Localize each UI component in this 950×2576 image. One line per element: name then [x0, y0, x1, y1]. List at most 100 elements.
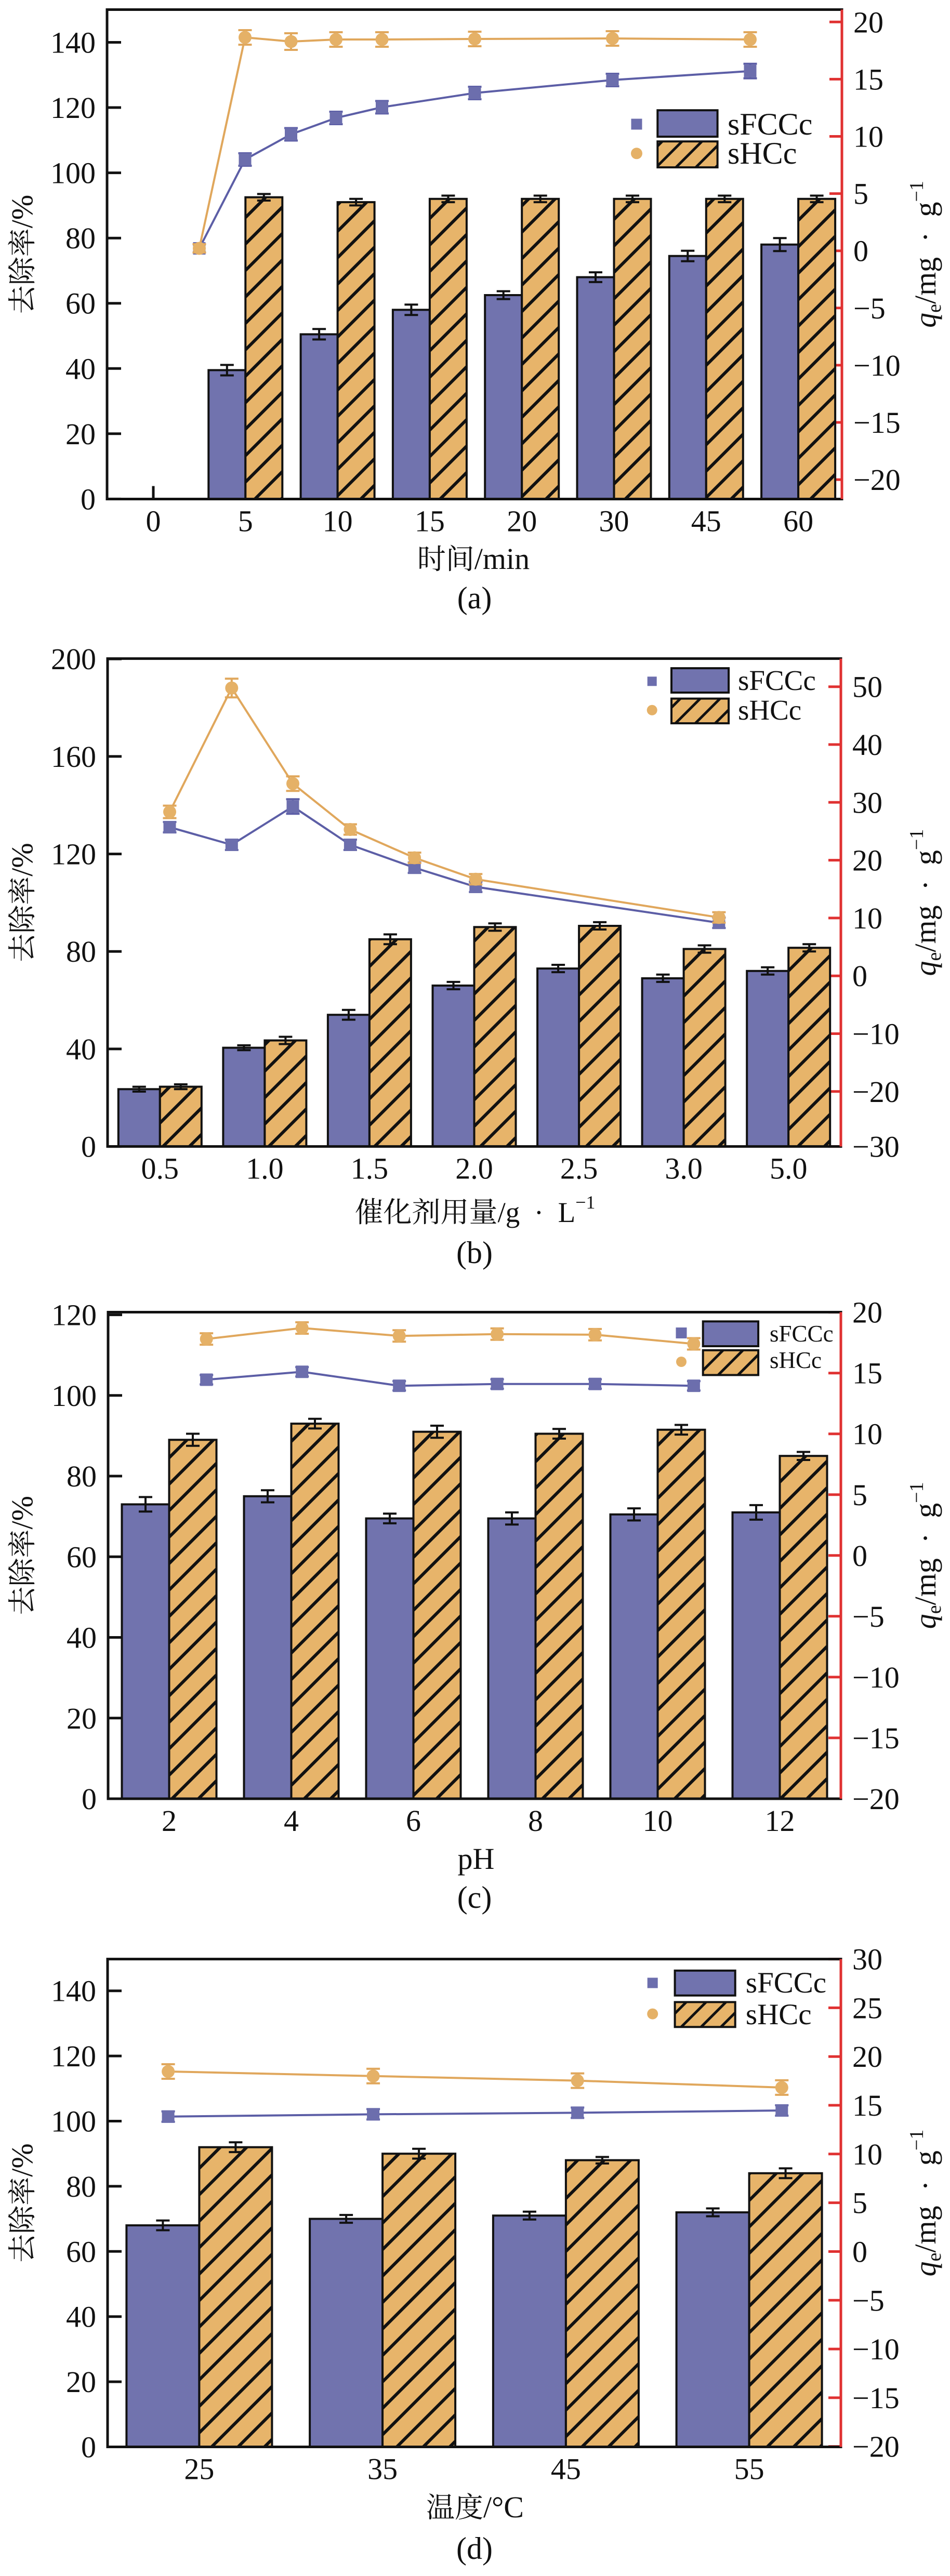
svg-text:5: 5: [852, 1478, 867, 1512]
svg-text:2: 2: [162, 1804, 177, 1838]
svg-text:0: 0: [81, 1130, 96, 1164]
svg-text:−15: −15: [852, 2381, 900, 2415]
svg-text:200: 200: [51, 642, 96, 676]
svg-text:20: 20: [66, 2365, 96, 2399]
svg-text:0: 0: [81, 482, 96, 516]
svg-text:0: 0: [852, 959, 867, 993]
svg-text:60: 60: [67, 1540, 97, 1574]
svg-text:/%: /%: [5, 843, 39, 876]
svg-text:140: 140: [50, 26, 96, 60]
svg-text:140: 140: [51, 1974, 96, 2008]
svg-text:−15: −15: [853, 406, 901, 440]
svg-text:−20: −20: [852, 1782, 900, 1816]
svg-text:−10: −10: [852, 2332, 900, 2366]
svg-text:80: 80: [66, 2170, 96, 2203]
svg-text:0: 0: [852, 1539, 867, 1573]
svg-text:15: 15: [852, 1357, 882, 1390]
svg-text:80: 80: [67, 1459, 97, 1493]
svg-text:120: 120: [51, 1298, 97, 1332]
svg-text:0.5: 0.5: [141, 1152, 179, 1186]
svg-text:/%: /%: [5, 195, 39, 228]
svg-text:60: 60: [65, 287, 96, 321]
svg-text:−10: −10: [853, 349, 901, 382]
svg-text:100: 100: [51, 2105, 96, 2139]
svg-text:5: 5: [852, 2186, 867, 2220]
svg-text:/°C: /°C: [483, 2490, 524, 2524]
svg-text:sHCc: sHCc: [746, 1998, 812, 2031]
svg-text:80: 80: [65, 221, 96, 255]
svg-text:qe/mg · g−1: qe/mg · g−1: [906, 829, 945, 976]
svg-text:0: 0: [852, 2235, 867, 2269]
svg-text:−10: −10: [852, 1017, 900, 1051]
svg-text:80: 80: [66, 935, 96, 968]
svg-text:(a): (a): [457, 581, 492, 615]
svg-text:−20: −20: [852, 1075, 900, 1109]
svg-text:(c): (c): [457, 1880, 492, 1915]
svg-text:10: 10: [852, 1417, 882, 1451]
svg-text:20: 20: [507, 504, 537, 538]
svg-text:1.5: 1.5: [351, 1152, 389, 1186]
svg-text:25: 25: [184, 2452, 214, 2486]
svg-text:−20: −20: [852, 2430, 900, 2464]
svg-text:100: 100: [50, 156, 96, 190]
svg-text:30: 30: [599, 504, 629, 538]
svg-text:40: 40: [66, 2300, 96, 2334]
svg-text:60: 60: [783, 504, 813, 538]
svg-text:45: 45: [691, 504, 721, 538]
svg-text:35: 35: [367, 2452, 398, 2486]
svg-text:0: 0: [146, 504, 161, 538]
svg-text:sFCCc: sFCCc: [728, 107, 812, 141]
svg-text:60: 60: [66, 2235, 96, 2268]
svg-text:qe/mg · g−1: qe/mg · g−1: [906, 2130, 945, 2277]
svg-text:5.0: 5.0: [770, 1152, 808, 1186]
svg-text:15: 15: [852, 2089, 882, 2122]
svg-text:10: 10: [852, 901, 882, 935]
svg-text:15: 15: [415, 504, 445, 538]
svg-text:30: 30: [852, 786, 882, 819]
svg-text:20: 20: [852, 2040, 882, 2074]
svg-text:12: 12: [765, 1804, 795, 1838]
svg-text:40: 40: [67, 1621, 97, 1655]
svg-text:10: 10: [643, 1804, 673, 1838]
svg-text:sFCCc: sFCCc: [746, 1967, 826, 1999]
svg-text:−20: −20: [853, 463, 901, 497]
svg-text:−5: −5: [852, 2283, 885, 2317]
svg-text:40: 40: [852, 728, 882, 762]
svg-text:120: 120: [50, 91, 96, 125]
svg-text:pH: pH: [458, 1842, 495, 1876]
svg-text:sHCc: sHCc: [728, 136, 797, 170]
svg-text:5: 5: [853, 177, 868, 211]
svg-text:10: 10: [852, 2137, 882, 2171]
svg-text:40: 40: [66, 1032, 96, 1066]
svg-text:100: 100: [51, 1379, 97, 1413]
svg-text:20: 20: [67, 1702, 97, 1735]
svg-text:sFCCc: sFCCc: [770, 1321, 834, 1347]
svg-text:−30: −30: [852, 1130, 900, 1164]
svg-text:120: 120: [51, 2039, 96, 2073]
svg-text:qe/mg · g−1: qe/mg · g−1: [906, 181, 945, 328]
svg-text:qe/mg · g−1: qe/mg · g−1: [906, 1482, 945, 1629]
svg-text:0: 0: [81, 2431, 96, 2464]
svg-text:5: 5: [238, 504, 253, 538]
svg-text:8: 8: [528, 1804, 543, 1838]
svg-text:−10: −10: [852, 1661, 900, 1694]
svg-text:0: 0: [82, 1782, 97, 1816]
svg-text:(b): (b): [456, 1236, 493, 1270]
svg-text:/%: /%: [5, 1496, 39, 1529]
svg-text:45: 45: [551, 2452, 581, 2486]
svg-text:−5: −5: [853, 291, 886, 325]
svg-text:55: 55: [734, 2452, 764, 2486]
svg-text:−1: −1: [575, 1192, 595, 1213]
svg-text:10: 10: [323, 504, 353, 538]
svg-text:0: 0: [853, 234, 868, 268]
svg-text:4: 4: [284, 1804, 299, 1838]
svg-text:120: 120: [51, 838, 96, 871]
svg-text:(d): (d): [456, 2531, 493, 2566]
svg-text:1.0: 1.0: [246, 1152, 284, 1186]
svg-text:−15: −15: [852, 1721, 900, 1755]
svg-text:2.0: 2.0: [455, 1152, 493, 1186]
svg-text:3.0: 3.0: [665, 1152, 703, 1186]
svg-text:20: 20: [852, 844, 882, 878]
svg-text:20: 20: [65, 417, 96, 451]
svg-text:/min: /min: [474, 542, 530, 576]
